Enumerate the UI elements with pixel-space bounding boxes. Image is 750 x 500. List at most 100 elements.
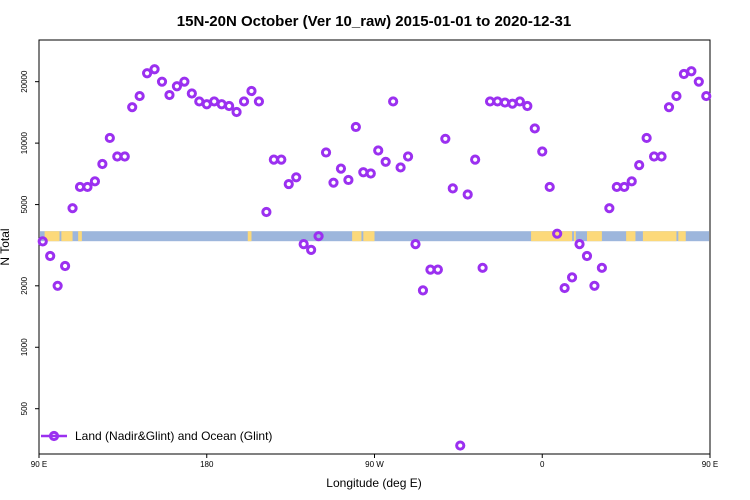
x-tick-label: 0	[540, 460, 545, 469]
y-tick-label: 5000	[20, 195, 29, 213]
data-point	[373, 145, 384, 156]
data-point	[365, 168, 376, 179]
x-axis: 90 E 180 90 W 0 90 E	[31, 454, 718, 469]
data-point	[544, 181, 555, 193]
data-series	[37, 64, 712, 451]
x-tick-label: 180	[200, 460, 214, 469]
data-point	[566, 272, 578, 283]
data-point	[97, 158, 108, 170]
data-point	[417, 285, 429, 296]
data-point	[67, 203, 78, 214]
data-point	[402, 151, 414, 162]
data-point	[59, 260, 71, 272]
data-point	[253, 96, 265, 107]
data-point	[52, 280, 63, 291]
data-point	[559, 282, 570, 294]
land-segment	[626, 231, 636, 242]
y-axis-label: N Total	[0, 228, 12, 265]
data-point	[462, 189, 473, 200]
data-point	[589, 280, 600, 291]
data-point	[127, 102, 138, 113]
data-point	[350, 121, 361, 133]
data-point	[537, 146, 548, 157]
land-segment	[586, 231, 602, 242]
data-point	[306, 244, 317, 255]
land-segment	[352, 231, 362, 242]
data-point	[171, 81, 183, 92]
land-ocean-band	[40, 231, 709, 242]
legend-label: Land (Nadir&Glint) and Ocean (Glint)	[75, 429, 272, 443]
data-point	[663, 102, 675, 113]
data-point	[529, 123, 540, 134]
y-axis: 500 1000 2000 5000 10000 20000	[20, 70, 39, 415]
data-point	[701, 90, 712, 102]
data-point	[104, 132, 115, 144]
land-segment	[678, 231, 686, 242]
chart-title: 15N-20N October (Ver 10_raw) 2015-01-01 …	[177, 13, 571, 30]
land-segment	[531, 231, 573, 242]
data-point	[671, 90, 682, 102]
data-point	[514, 96, 525, 107]
data-point	[119, 151, 130, 162]
plot-frame	[38, 39, 711, 455]
data-point	[395, 162, 406, 173]
data-point	[291, 172, 302, 183]
land-segment	[44, 231, 60, 242]
land-segment	[61, 231, 73, 242]
land-segment	[573, 231, 576, 242]
data-point	[328, 177, 339, 188]
data-point	[440, 133, 451, 144]
data-point	[142, 68, 153, 79]
data-point	[224, 100, 235, 112]
data-point	[276, 154, 287, 165]
data-point	[164, 89, 175, 101]
data-point	[574, 239, 585, 250]
data-point	[432, 264, 443, 275]
data-point	[283, 178, 294, 190]
data-point	[82, 181, 93, 193]
legend-marker	[48, 430, 60, 442]
land-segment	[78, 231, 82, 242]
data-point	[596, 262, 607, 273]
data-point	[693, 76, 704, 87]
x-axis-label: Longitude (deg E)	[326, 476, 421, 490]
data-point	[313, 231, 324, 242]
data-point	[186, 88, 197, 99]
data-point	[388, 96, 399, 107]
data-point	[45, 250, 56, 262]
data-point	[238, 96, 250, 107]
data-point	[641, 132, 652, 144]
data-point	[686, 66, 697, 77]
data-point	[447, 183, 458, 194]
data-point	[522, 100, 533, 112]
data-point	[604, 203, 615, 214]
y-tick-label: 500	[20, 401, 29, 415]
data-point	[656, 151, 667, 162]
data-point	[156, 76, 168, 87]
land-segment	[642, 231, 677, 242]
data-point	[455, 440, 466, 451]
data-point	[410, 239, 421, 250]
data-point	[552, 228, 563, 239]
data-point	[343, 174, 354, 186]
data-point	[261, 206, 272, 218]
land-segment	[363, 231, 375, 242]
x-tick-label: 90 E	[31, 460, 47, 469]
data-point	[37, 236, 48, 247]
x-tick-label: 90 W	[365, 460, 384, 469]
y-tick-label: 1000	[20, 338, 29, 356]
data-point	[470, 154, 481, 165]
data-point	[149, 64, 160, 75]
data-point	[581, 250, 593, 262]
data-point	[626, 176, 637, 187]
data-point	[380, 156, 391, 167]
data-point	[179, 76, 190, 87]
data-point	[634, 160, 645, 171]
data-point	[477, 262, 488, 273]
data-point	[335, 163, 347, 174]
y-tick-label: 10000	[20, 131, 29, 154]
data-point	[246, 85, 257, 97]
land-segment	[247, 231, 252, 242]
legend: Land (Nadir&Glint) and Ocean (Glint)	[41, 429, 272, 443]
